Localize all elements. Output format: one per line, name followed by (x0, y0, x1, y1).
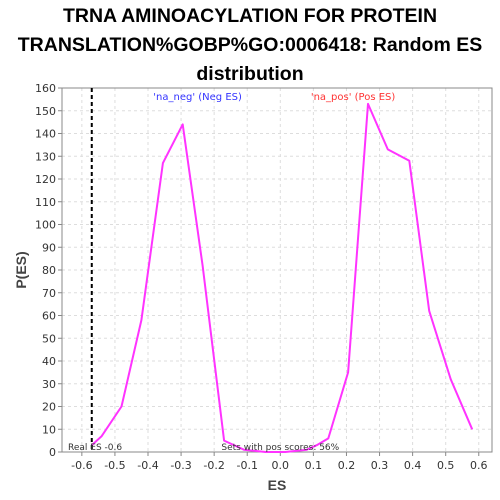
y-tick-label: 70 (42, 287, 56, 300)
grid-layer (62, 87, 492, 453)
chart-title: TRNA AMINOACYLATION FOR PROTEIN TRANSLAT… (0, 2, 500, 89)
x-tick-label: -0.3 (170, 459, 191, 472)
chart-title-line-3: distribution (196, 63, 304, 85)
y-tick-label: 90 (42, 241, 56, 254)
chart-title-line-2: TRANSLATION%GOBP%GO:0006418: Random ES (17, 34, 483, 56)
x-tick-label: 0.4 (404, 459, 422, 472)
x-tick-label: -0.6 (71, 459, 92, 472)
y-tick-label: 60 (42, 310, 56, 323)
y-tick-label: 150 (35, 105, 56, 118)
y-axis-label: P(ES) (13, 251, 29, 288)
x-tick-label: -0.2 (203, 459, 224, 472)
y-tick-label: 100 (35, 219, 56, 232)
y-tick-label: 80 (42, 264, 56, 277)
x-tick-label: -0.5 (104, 459, 125, 472)
y-tick-label: 140 (35, 128, 56, 141)
x-tick-label: 0.2 (338, 459, 356, 472)
plot-frame (61, 87, 493, 453)
pos-score-annotation: Sets with pos scores: 56% (221, 443, 339, 453)
legend-pos-label: 'na_pos' (Pos ES) (311, 92, 396, 103)
x-tick-label: 0.0 (272, 459, 290, 472)
y-tick-label: 120 (35, 173, 56, 186)
legend-neg-label: 'na_neg' (Neg ES) (153, 92, 242, 103)
y-tick-label: 0 (49, 446, 56, 459)
x-tick-label: -0.1 (236, 459, 257, 472)
y-tick-label: 10 (42, 423, 56, 436)
y-tick-label: 30 (42, 378, 56, 391)
y-tick-label: 40 (42, 355, 56, 368)
y-tick-label: 130 (35, 150, 56, 163)
y-tick-label: 110 (35, 196, 56, 209)
y-tick-label: 20 (42, 401, 56, 414)
chart-title-line-1: TRNA AMINOACYLATION FOR PROTEIN (62, 5, 438, 27)
real-es-label: Real ES -0.6 (68, 443, 122, 453)
es-distribution-line (91, 102, 474, 453)
y-tick-label: 50 (42, 332, 56, 345)
x-tick-label: 0.1 (305, 459, 323, 472)
x-tick-label: 0.5 (437, 459, 455, 472)
tick-layer: 0 10 20 30 40 50 60 70 80 90 100 110 120 130 140 150 160… (35, 82, 488, 472)
x-tick-label: 0.3 (371, 459, 389, 472)
y-tick-label: 160 (35, 82, 56, 95)
x-tick-label: 0.6 (470, 459, 488, 472)
x-tick-label: -0.4 (137, 459, 158, 472)
x-axis-label: ES (268, 477, 287, 493)
